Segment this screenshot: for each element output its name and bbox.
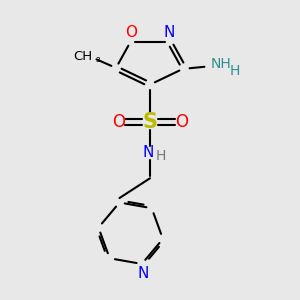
Text: O: O xyxy=(175,113,188,131)
Text: O: O xyxy=(125,25,137,40)
Text: CH: CH xyxy=(73,50,92,63)
Text: N: N xyxy=(138,266,149,281)
Text: ₃: ₃ xyxy=(95,54,100,64)
Text: H: H xyxy=(230,64,240,78)
Text: S: S xyxy=(142,112,158,132)
Text: O: O xyxy=(112,113,125,131)
Text: NH: NH xyxy=(211,57,232,71)
Text: N: N xyxy=(143,146,154,160)
Text: H: H xyxy=(156,149,166,163)
Text: N: N xyxy=(164,25,175,40)
